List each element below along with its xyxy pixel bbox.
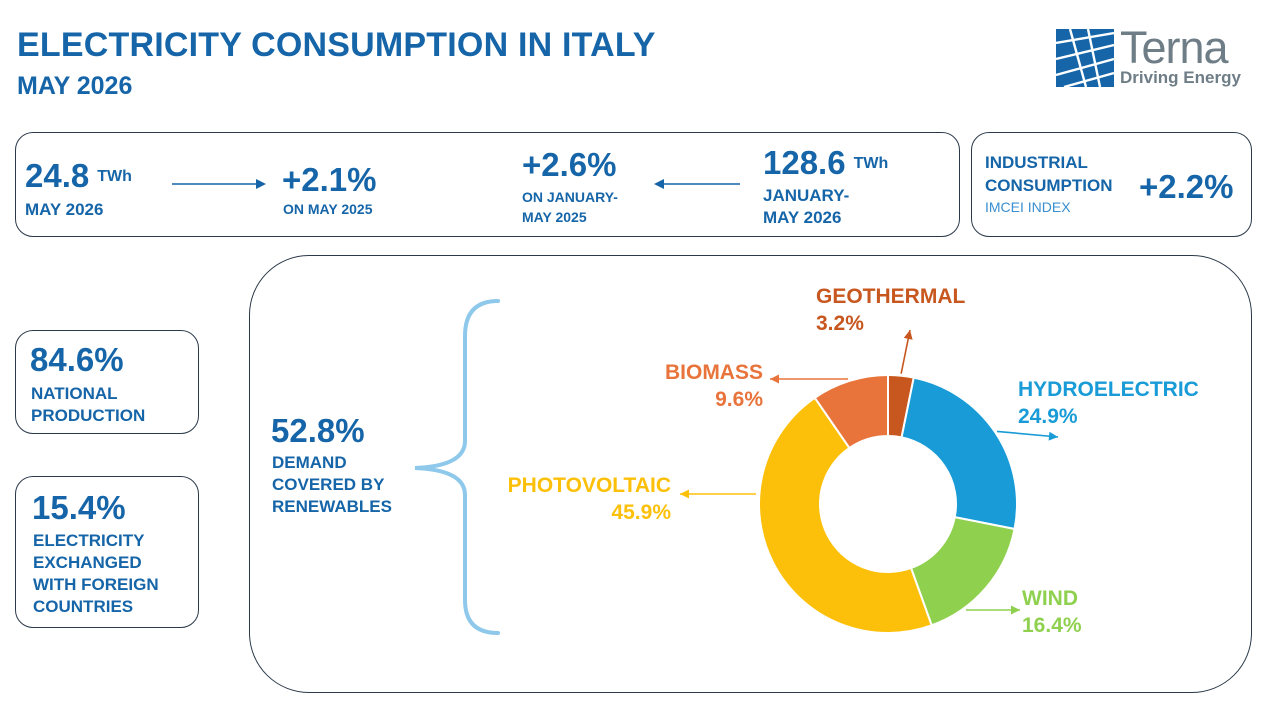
label-biomass: BIOMASS 9.6%: [641, 359, 763, 413]
terna-logo: [1055, 28, 1115, 89]
ytd-change-label-1: ON JANUARY-: [522, 189, 618, 205]
national-production-box: [15, 330, 199, 434]
ytd-change-value: +2.6%: [522, 146, 617, 183]
industrial-index-label: IMCEI INDEX: [985, 199, 1071, 215]
industrial-label-2: CONSUMPTION: [985, 176, 1113, 195]
geothermal-name: GEOTHERMAL: [816, 285, 966, 308]
logo-tagline: Driving Energy: [1120, 68, 1241, 87]
national-production-label-1: NATIONAL: [31, 384, 118, 403]
national-production-value: 84.6%: [30, 341, 124, 378]
slice-biomass: [813, 373, 889, 450]
arrow-right-icon: [172, 179, 266, 189]
leader-arrowhead-hydroelectric: [1048, 431, 1058, 441]
slice-photovoltaic: [758, 396, 933, 634]
label-photovoltaic: PHOTOVOLTAIC 45.9%: [483, 472, 671, 526]
foreign-exchange-label-1: ELECTRICITY: [33, 531, 145, 550]
label-hydroelectric: HYDROELECTRIC 24.9%: [1018, 376, 1199, 430]
foreign-exchange-label-3: WITH FOREIGN: [33, 575, 159, 594]
slice-hydroelectric: [900, 376, 1018, 531]
industrial-label-1: INDUSTRIAL: [985, 153, 1088, 172]
foreign-exchange-label-2: EXCHANGED: [33, 553, 142, 572]
photovoltaic-value: 45.9%: [611, 501, 671, 524]
summary-box: [15, 132, 960, 237]
leader-arrowhead-geothermal: [903, 330, 913, 340]
monthly-value: 24.8: [25, 157, 90, 194]
biomass-name: BIOMASS: [664, 361, 763, 384]
ytd-label-1: JANUARY-: [763, 186, 850, 205]
hydroelectric-value: 24.9%: [1018, 405, 1078, 428]
foreign-exchange-value: 15.4%: [32, 489, 126, 526]
ytd-unit: TWh: [853, 155, 889, 172]
page-title: ELECTRICITY CONSUMPTION IN ITALY: [17, 26, 656, 64]
wind-value: 16.4%: [1022, 614, 1082, 637]
renewables-value: 52.8%: [271, 412, 365, 449]
leader-arrowhead-photovoltaic: [680, 489, 689, 499]
renewables-label-2: COVERED BY: [272, 475, 385, 494]
wind-name: WIND: [1022, 587, 1078, 610]
label-wind: WIND 16.4%: [1022, 585, 1082, 639]
monthly-unit: TWh: [97, 168, 132, 185]
label-geothermal: GEOTHERMAL 3.2%: [816, 283, 965, 337]
photovoltaic-name: PHOTOVOLTAIC: [507, 474, 671, 497]
leader-arrowhead-wind: [1011, 605, 1020, 615]
industrial-box: [971, 132, 1252, 237]
logo-wordmark: Terna: [1120, 22, 1229, 73]
industrial-value: +2.2%: [1139, 168, 1234, 205]
monthly-label: MAY 2026: [25, 200, 104, 219]
page-subtitle: MAY 2026: [17, 72, 133, 100]
ytd-value: 128.6: [763, 144, 846, 181]
renewables-panel: [249, 255, 1252, 693]
foreign-exchange-box: [15, 476, 199, 628]
arrow-left-icon: [654, 179, 740, 189]
renewables-label-1: DEMAND: [272, 453, 347, 472]
monthly-change-label: ON MAY 2025: [283, 201, 373, 217]
ytd-label-2: MAY 2026: [763, 208, 842, 227]
ytd-consumption: 128.6 TWh: [763, 144, 888, 182]
biomass-value: 9.6%: [715, 388, 763, 411]
monthly-change-value: +2.1%: [282, 161, 377, 198]
foreign-exchange-label-4: COUNTRIES: [33, 597, 134, 616]
geothermal-value: 3.2%: [816, 312, 864, 335]
monthly-consumption: 24.8 TWh: [25, 157, 132, 195]
renewables-label-3: RENEWABLES: [272, 497, 392, 516]
curly-brace-icon: [414, 299, 500, 635]
national-production-label-2: PRODUCTION: [31, 406, 146, 425]
terna-logo-mark-icon: [1055, 28, 1115, 89]
leader-line-hydroelectric: [996, 430, 1059, 438]
ytd-change-label-2: MAY 2025: [522, 209, 587, 225]
leader-arrowhead-biomass: [770, 374, 779, 384]
hydroelectric-name: HYDROELECTRIC: [1018, 378, 1199, 401]
